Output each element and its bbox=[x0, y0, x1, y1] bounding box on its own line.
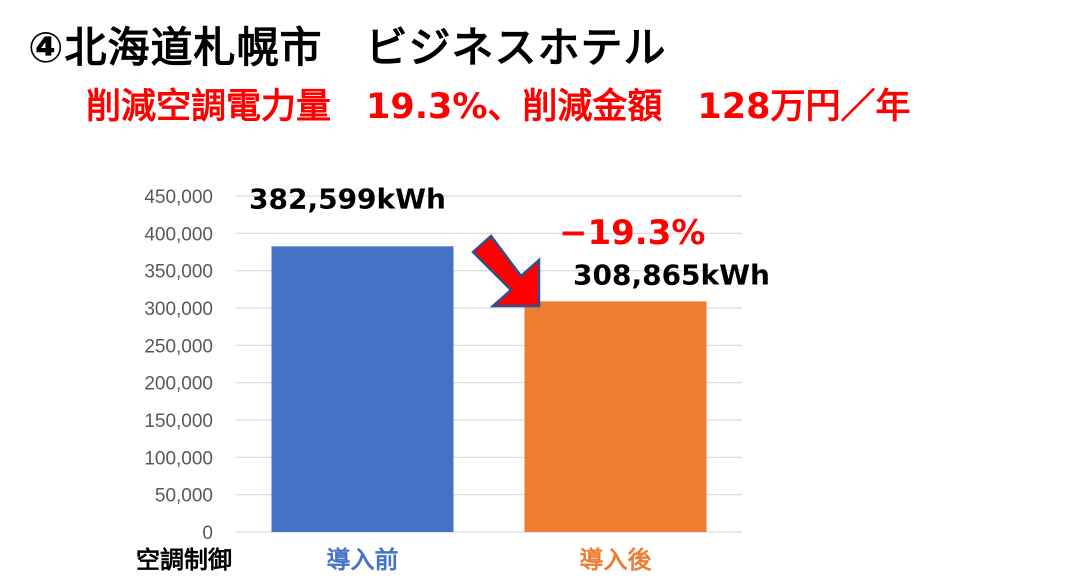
y-tick-label: 50,000 bbox=[155, 486, 213, 507]
bar-value-label: 382,599kWh bbox=[249, 182, 446, 215]
change-annotation: −19.3% bbox=[559, 213, 705, 253]
y-tick-label: 400,000 bbox=[144, 224, 213, 245]
data-labels: 382,599kWh 308,865kWh bbox=[249, 182, 770, 291]
page-title: ④北海道札幌市 ビジネスホテル bbox=[28, 23, 667, 72]
bar bbox=[271, 246, 454, 532]
y-tick-label: 300,000 bbox=[144, 299, 213, 320]
y-tick-label: 350,000 bbox=[144, 262, 213, 283]
bars bbox=[271, 246, 707, 532]
y-tick-label: 0 bbox=[202, 523, 213, 544]
bar-value-label: 308,865kWh bbox=[573, 258, 770, 291]
x-category-label: 導入前 bbox=[327, 546, 399, 574]
y-tick-label: 450,000 bbox=[144, 187, 213, 208]
x-axis-name: 空調制御 bbox=[136, 546, 232, 574]
page-subtitle: 削減空調電力量 19.3%、削減金額 128万円／年 bbox=[86, 87, 911, 127]
y-tick-label: 200,000 bbox=[144, 374, 213, 395]
y-tick-label: 150,000 bbox=[144, 411, 213, 432]
y-axis-ticks: 0 50,000 100,000 150,000 200,000 250,000 300,0… bbox=[144, 187, 213, 544]
decrease-arrow-icon bbox=[471, 234, 541, 308]
bar bbox=[524, 301, 707, 532]
y-tick-label: 100,000 bbox=[144, 448, 213, 469]
category-labels: 導入前 導入後 bbox=[327, 546, 653, 574]
y-tick-label: 250,000 bbox=[144, 336, 213, 357]
x-category-label: 導入後 bbox=[580, 546, 653, 574]
